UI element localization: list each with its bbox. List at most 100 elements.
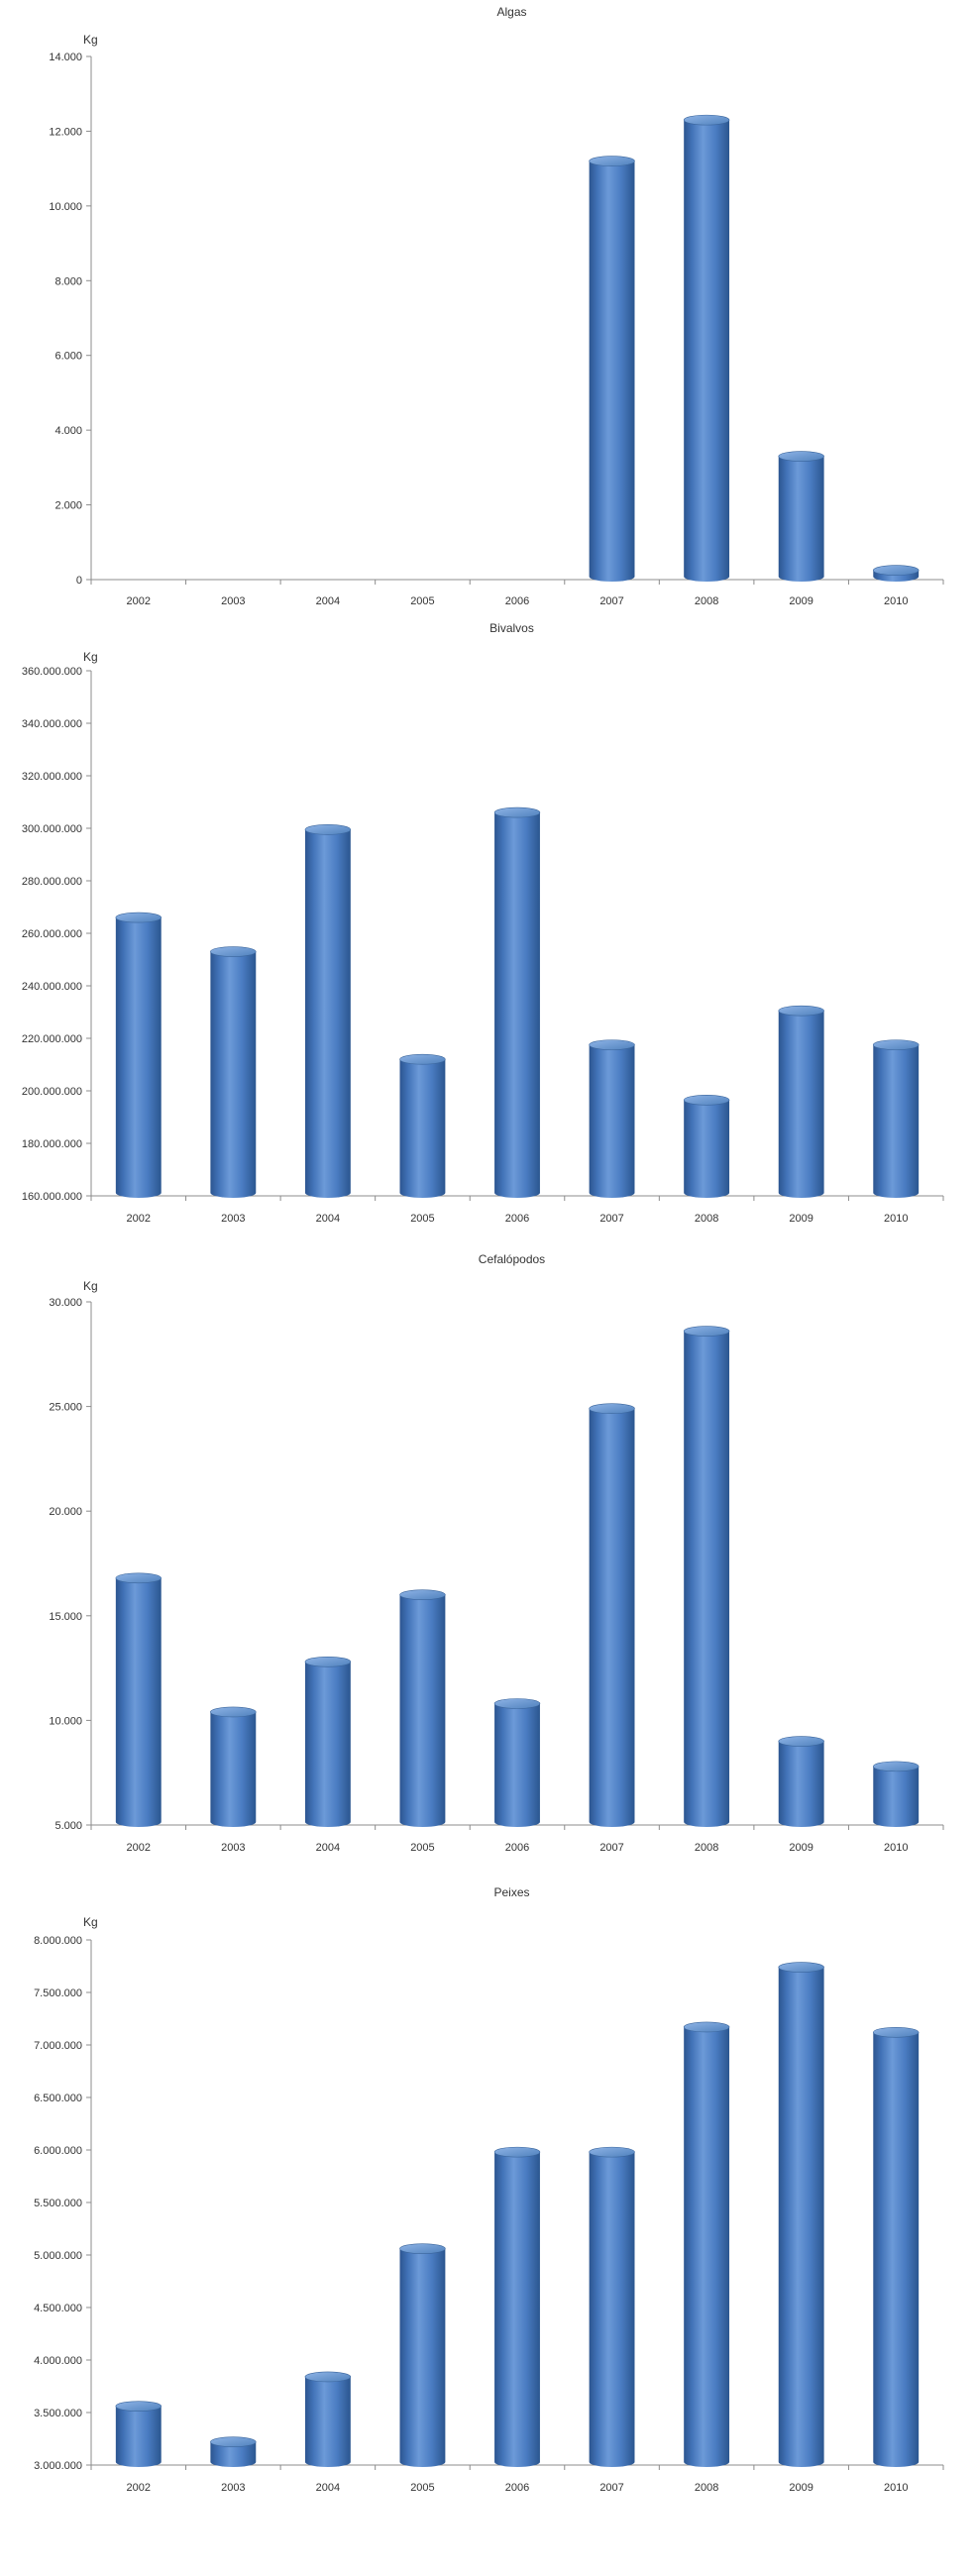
bar-2003 <box>210 946 257 1198</box>
x-tick-label: 2004 <box>316 595 340 607</box>
bar-2007 <box>589 1403 635 1827</box>
x-tick-label: 2006 <box>505 1842 529 1854</box>
y-tick-label: 160.000.000 <box>22 1191 82 1203</box>
bar-body <box>778 1967 824 2467</box>
bar-2010 <box>872 565 920 583</box>
bar-body <box>399 2248 446 2467</box>
bar-cap <box>493 1698 541 1709</box>
y-tick-label: 340.000.000 <box>22 718 82 730</box>
bar-cap <box>778 1962 824 1973</box>
bar-body <box>684 1331 730 1827</box>
x-tick-label: 2006 <box>505 2482 529 2494</box>
y-tick-label: 0 <box>76 575 82 587</box>
bar-body <box>873 1044 920 1198</box>
bar-2007 <box>589 1039 635 1198</box>
bar-cap <box>493 2146 541 2158</box>
bar-2006 <box>493 1698 541 1827</box>
x-tick-label: 2006 <box>505 1213 529 1225</box>
x-tick-label: 2008 <box>695 2482 718 2494</box>
bar-body <box>684 2026 730 2467</box>
bar-body <box>494 1703 540 1827</box>
x-tick-label: 2009 <box>789 595 813 607</box>
chart-bivalvos: Bivalvos Kg 160.000.000 180.000.000 200.000.… <box>0 619 976 1248</box>
bar-body <box>115 2406 162 2467</box>
x-tick-label: 2007 <box>599 1213 623 1225</box>
y-tick-label: 360.000.000 <box>22 666 82 678</box>
x-tick-label: 2002 <box>127 1842 151 1854</box>
bar-cap <box>304 824 352 835</box>
bar-cap <box>210 1706 257 1718</box>
x-tick-label: 2004 <box>316 2482 340 2494</box>
bar-body <box>210 2441 257 2467</box>
bar-cap <box>399 1053 446 1065</box>
chart-title: Cefalópodos <box>479 1252 545 1266</box>
bar-body <box>304 2376 351 2467</box>
chart-svg-cefalopodos: Cefalópodos Kg 5.000 10.000 15.000 20.000 25.0… <box>49 1252 944 1854</box>
y-tick-label: 5.000.000 <box>34 2250 82 2262</box>
y-axis-unit-label: Kg <box>83 1279 98 1293</box>
bar-body <box>589 2152 635 2467</box>
y-tick-label: 3.000.000 <box>34 2460 82 2472</box>
chart-svg-peixes: Peixes Kg 3.000.000 3.500.000 4.000.000 4.500… <box>34 1885 944 2494</box>
y-tick-label: 6.500.000 <box>34 2093 82 2104</box>
x-tick-label: 2010 <box>884 595 908 607</box>
bar-cap <box>778 1005 824 1017</box>
y-tick-label: 8.000 <box>54 275 82 287</box>
bar-2009 <box>778 1005 824 1198</box>
y-tick-label: 200.000.000 <box>22 1086 82 1098</box>
bar-cap <box>399 2243 446 2254</box>
y-tick-label: 15.000 <box>49 1611 82 1623</box>
bar-cap <box>589 156 635 166</box>
bar-body <box>494 812 540 1198</box>
bar-cap <box>589 1039 635 1050</box>
bar-2009 <box>778 451 824 582</box>
x-tick-label: 2008 <box>695 595 718 607</box>
x-tick-label: 2007 <box>599 2482 623 2494</box>
bar-2003 <box>210 1706 257 1827</box>
bar-2008 <box>683 114 730 582</box>
y-tick-label: 3.500.000 <box>34 2408 82 2419</box>
y-tick-label: 4.000.000 <box>34 2355 82 2367</box>
x-tick-label: 2008 <box>695 1842 718 1854</box>
x-tick-label: 2007 <box>599 1842 623 1854</box>
bar-cap <box>683 1094 730 1106</box>
y-tick-label: 8.000.000 <box>34 1935 82 1947</box>
bar-body <box>589 1044 635 1198</box>
bar-cap <box>683 2021 730 2033</box>
y-tick-label: 7.000.000 <box>34 2040 82 2052</box>
bar-cap <box>872 2026 920 2038</box>
x-tick-label: 2003 <box>221 1213 245 1225</box>
x-tick-label: 2006 <box>505 595 529 607</box>
bar-cap <box>872 1039 920 1050</box>
bar-body <box>210 951 257 1198</box>
bar-cap <box>872 565 920 576</box>
bar-body <box>873 2032 920 2467</box>
bar-2005 <box>399 2243 446 2467</box>
bar-cap <box>115 912 163 923</box>
chart-title: Bivalvos <box>489 621 534 635</box>
bar-2002 <box>115 912 163 1198</box>
bar-body <box>304 1662 351 1827</box>
x-tick-label: 2003 <box>221 1842 245 1854</box>
x-tick-label: 2007 <box>599 595 623 607</box>
y-tick-label: 4.000 <box>54 425 82 437</box>
y-tick-label: 30.000 <box>49 1297 82 1309</box>
y-tick-label: 4.500.000 <box>34 2303 82 2314</box>
x-tick-label: 2002 <box>127 1213 151 1225</box>
x-tick-label: 2010 <box>884 1213 908 1225</box>
bar-body <box>684 120 730 582</box>
bar-cap <box>115 1572 163 1584</box>
chart-algas: Algas Kg 0 2.000 4.000 6.000 8.000 10.000 12.000… <box>0 0 976 619</box>
bar-2010 <box>872 1039 920 1198</box>
y-tick-label: 6.000 <box>54 351 82 363</box>
bar-2003 <box>210 2436 257 2467</box>
y-tick-label: 14.000 <box>49 52 82 63</box>
bar-cap <box>304 2371 352 2383</box>
chart-svg-bivalvos: Bivalvos Kg 160.000.000 180.000.000 200.000.… <box>22 621 944 1225</box>
bar-2008 <box>683 1094 730 1198</box>
bar-cap <box>210 2436 257 2447</box>
bar-2005 <box>399 1589 446 1827</box>
bar-cap <box>115 2401 163 2412</box>
bar-body <box>210 1711 257 1827</box>
bar-body <box>589 161 635 583</box>
